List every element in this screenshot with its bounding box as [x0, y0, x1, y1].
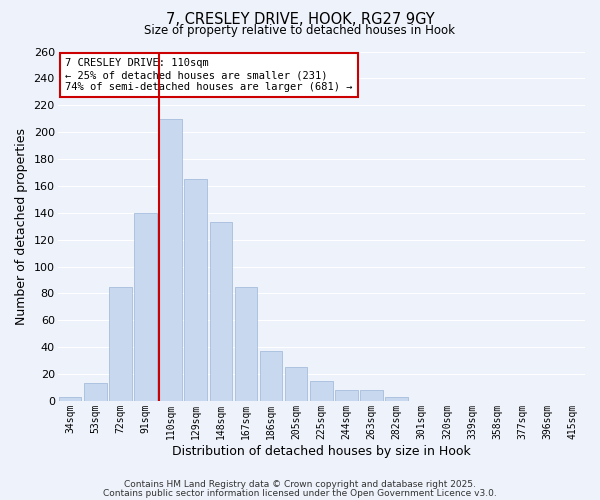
Bar [134, 213, 157, 401]
Text: 7 CRESLEY DRIVE: 110sqm
← 25% of detached houses are smaller (231)
74% of semi-d: 7 CRESLEY DRIVE: 110sqm ← 25% of detache… [65, 58, 353, 92]
Bar [209, 222, 232, 401]
Bar [260, 351, 283, 401]
Bar [159, 118, 182, 401]
Bar [285, 368, 307, 401]
Text: Size of property relative to detached houses in Hook: Size of property relative to detached ho… [145, 24, 455, 37]
Bar [385, 397, 408, 401]
Text: Contains public sector information licensed under the Open Government Licence v3: Contains public sector information licen… [103, 488, 497, 498]
Bar [109, 286, 131, 401]
Text: Contains HM Land Registry data © Crown copyright and database right 2025.: Contains HM Land Registry data © Crown c… [124, 480, 476, 489]
Bar [235, 286, 257, 401]
Bar [310, 381, 332, 401]
Text: 7, CRESLEY DRIVE, HOOK, RG27 9GY: 7, CRESLEY DRIVE, HOOK, RG27 9GY [166, 12, 434, 28]
Bar [335, 390, 358, 401]
Y-axis label: Number of detached properties: Number of detached properties [15, 128, 28, 324]
X-axis label: Distribution of detached houses by size in Hook: Distribution of detached houses by size … [172, 444, 470, 458]
Bar [59, 397, 82, 401]
Bar [360, 390, 383, 401]
Bar [84, 384, 107, 401]
Bar [184, 179, 207, 401]
